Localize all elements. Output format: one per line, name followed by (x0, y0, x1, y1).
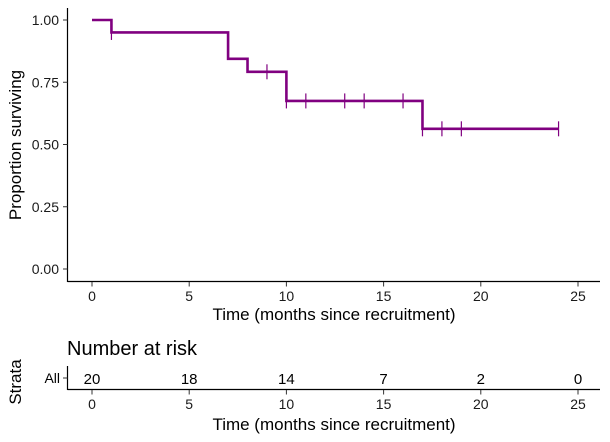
x-tick-label: 15 (376, 288, 392, 304)
risk-table-title: Number at risk (67, 338, 198, 360)
risk-table: Number at risk Strata All 20 18 14 7 2 0 0 5 10… (6, 338, 600, 434)
risk-table-x-axis-title: Time (months since recruitment) (212, 415, 455, 434)
at-risk-count: 2 (477, 371, 485, 388)
y-tick-label: 0.00 (32, 261, 59, 277)
y-tick-label: 0.75 (32, 74, 59, 90)
at-risk-count: 14 (278, 371, 295, 388)
at-risk-count: 7 (379, 371, 387, 388)
y-tick-label: 0.25 (32, 199, 59, 215)
risk-x-tick-label: 5 (185, 396, 193, 412)
risk-x-tick-label: 0 (88, 396, 96, 412)
x-tick-label: 25 (570, 288, 586, 304)
strata-axis-title: Strata (6, 359, 25, 405)
risk-x-tick-label: 25 (570, 396, 586, 412)
y-tick-label: 0.50 (32, 137, 59, 153)
strata-label-all: All (44, 370, 60, 386)
risk-x-tick-label: 15 (376, 396, 392, 412)
y-axis-title: Proportion surviving (6, 70, 25, 220)
y-tick-label: 1.00 (32, 12, 59, 28)
at-risk-count: 18 (181, 371, 198, 388)
risk-x-tick-label: 20 (473, 396, 489, 412)
at-risk-count: 0 (574, 371, 582, 388)
risk-x-tick-label: 10 (279, 396, 295, 412)
x-tick-label: 20 (473, 288, 489, 304)
survival-plot: 0.00 0.25 0.50 0.75 1.00 0 5 10 15 20 25 Time (mo… (6, 8, 600, 324)
survival-curve-all (92, 18, 559, 131)
at-risk-count: 20 (84, 371, 101, 388)
x-axis-title: Time (months since recruitment) (212, 305, 455, 324)
x-tick-label: 5 (185, 288, 193, 304)
x-tick-label: 10 (279, 288, 295, 304)
x-tick-label: 0 (88, 288, 96, 304)
